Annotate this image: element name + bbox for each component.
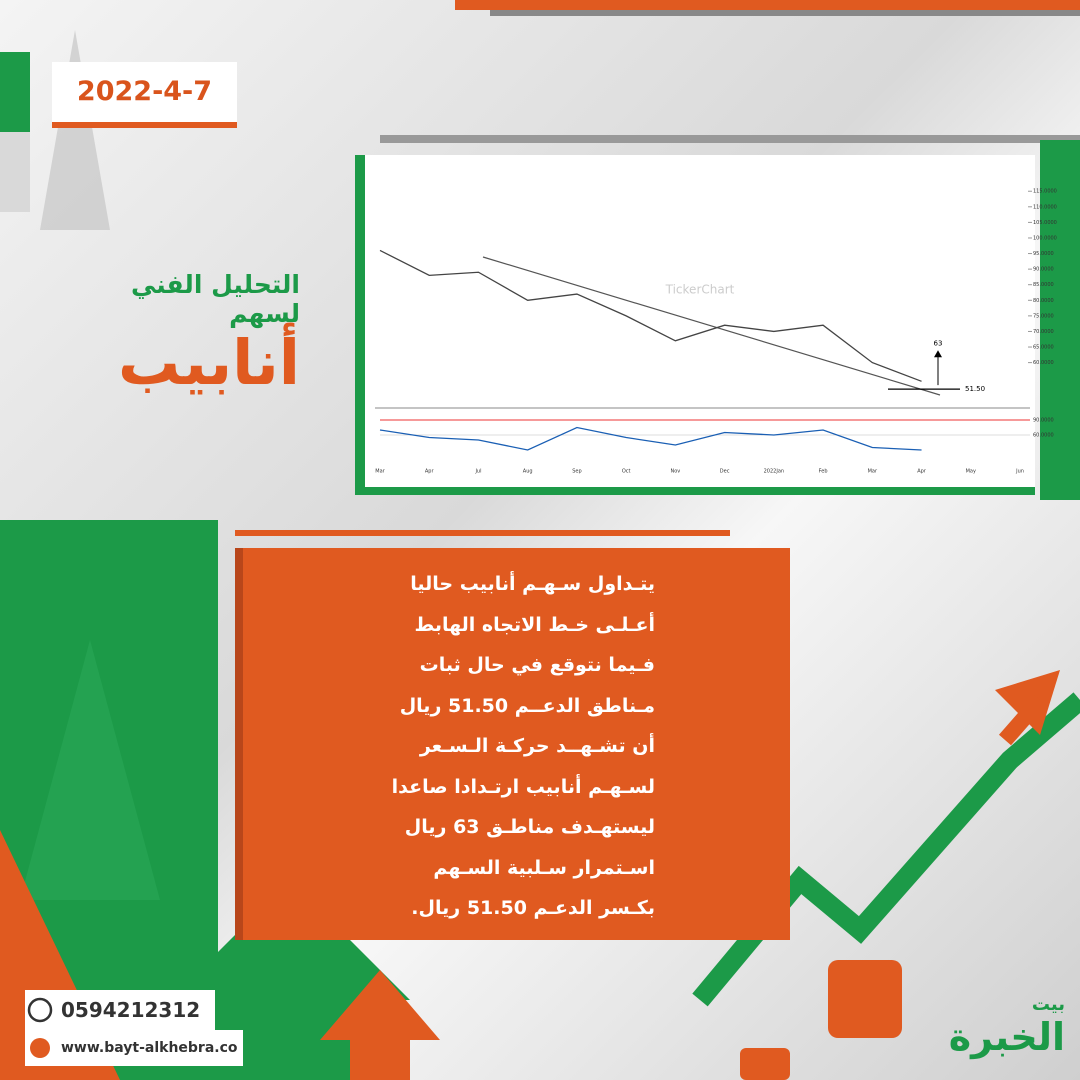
green-bar (0, 52, 30, 132)
paragraph-line: اسـتمرار سـلبية السـهم (433, 856, 655, 879)
whatsapp-icon (27, 997, 53, 1023)
phone: 0594212312 (61, 998, 201, 1022)
y-tick-label: 85.0000 (1033, 282, 1054, 288)
paragraph-line: بكـسر الدعـم 51.50 ريال. (411, 897, 655, 919)
x-tick-label: Apr (425, 469, 435, 475)
x-tick-label: Mar (868, 469, 878, 475)
rsi-tick-label: 60.0000 (1033, 433, 1054, 439)
y-tick-label: 65.0000 (1033, 345, 1054, 351)
y-tick-label: 115.0000 (1033, 189, 1057, 195)
y-tick-label: 75.0000 (1033, 313, 1054, 319)
x-tick-label: Oct (622, 469, 631, 475)
orange-arrow (320, 970, 440, 1080)
chart-panel (365, 155, 1035, 487)
x-tick-label: Nov (671, 469, 681, 475)
logo: بيت الخبرة (905, 994, 1065, 1060)
y-tick-label: 90.0000 (1033, 267, 1054, 273)
text-box: يتـداول سـهـم أنابيب حاليا أعـلـى خـط الا… (235, 548, 790, 940)
paragraph-line: فـيما نتوقع في حال ثبات (419, 654, 655, 676)
y-tick-label: 60.0000 (1033, 360, 1054, 366)
green-bar (1040, 140, 1080, 500)
paragraph-line: أعـلـى خـط الاتجاه الهابط (414, 613, 655, 636)
paragraph-line: ليستهـدف مناطـق 63 ريال (404, 816, 655, 838)
title: التحليل الفني لسهم (130, 270, 300, 328)
x-tick-label: Mar (375, 469, 385, 475)
support-label: 51.50 (965, 385, 985, 393)
y-tick-label: 110.0000 (1033, 204, 1057, 210)
gray-bar (0, 132, 30, 212)
orange-arrow-shaft (998, 694, 1047, 746)
y-tick-label: 70.0000 (1033, 329, 1054, 335)
orange-bar (455, 0, 1080, 10)
x-tick-label: Feb (819, 469, 828, 475)
logo-main: الخبرة (948, 1015, 1065, 1059)
trend-line (482, 256, 941, 396)
logo-top: بيت (1031, 994, 1065, 1015)
target-arrowhead (934, 350, 942, 358)
y-tick-label: 105.0000 (1033, 220, 1057, 226)
stock-name: أنابيب (117, 326, 300, 399)
phone-box: 0594212312 (25, 990, 215, 1030)
target-label: 63 (934, 339, 943, 347)
price-line (379, 249, 922, 382)
logo-square (740, 1048, 790, 1080)
bg-arrow (20, 640, 160, 900)
paragraph-line: لسـهـم أنابيب ارتـدادا صاعدا (391, 775, 655, 798)
watermark: TickerChart (665, 283, 735, 297)
paragraph-line: مـناطق الدعــم 51.50 ريال (399, 694, 655, 717)
x-tick-label: Sep (572, 469, 581, 475)
date: 2022-4-7 (76, 76, 213, 107)
website: www.bayt-alkhebra.co (61, 1040, 238, 1056)
rsi-line (379, 426, 922, 451)
x-tick-label: Aug (523, 469, 533, 475)
y-tick-label: 100.0000 (1033, 235, 1057, 241)
bg-arrow (40, 30, 110, 230)
y-tick-label: 95.0000 (1033, 251, 1054, 257)
gray-bar (490, 10, 1080, 16)
gray-bar (380, 135, 1080, 143)
website-box: www.bayt-alkhebra.co (25, 1030, 243, 1066)
x-tick-label: Dec (720, 469, 730, 475)
x-tick-label: May (966, 469, 976, 475)
x-tick-label: Jul (474, 469, 481, 475)
x-tick-label: Apr (917, 469, 927, 475)
x-tick-label: 2022Jan (764, 469, 784, 475)
y-tick-label: 80.0000 (1033, 298, 1054, 304)
date-box: 2022-4-7 (52, 62, 237, 128)
orange-line (235, 530, 730, 536)
paragraph: يتـداول سـهـم أنابيب حاليا أعـلـى خـط الا… (255, 564, 655, 929)
title-block: التحليل الفني لسهم أنابيب (60, 270, 300, 398)
paragraph-line: أن تشـهــد حركـة الـسـعر (419, 735, 655, 757)
rsi-tick-label: 90.0000 (1033, 418, 1054, 424)
x-tick-label: Jun (1015, 469, 1024, 475)
globe-icon (30, 1038, 50, 1058)
logo-square (828, 960, 902, 1038)
paragraph-line: يتـداول سـهـم أنابيب حاليا (410, 573, 655, 595)
